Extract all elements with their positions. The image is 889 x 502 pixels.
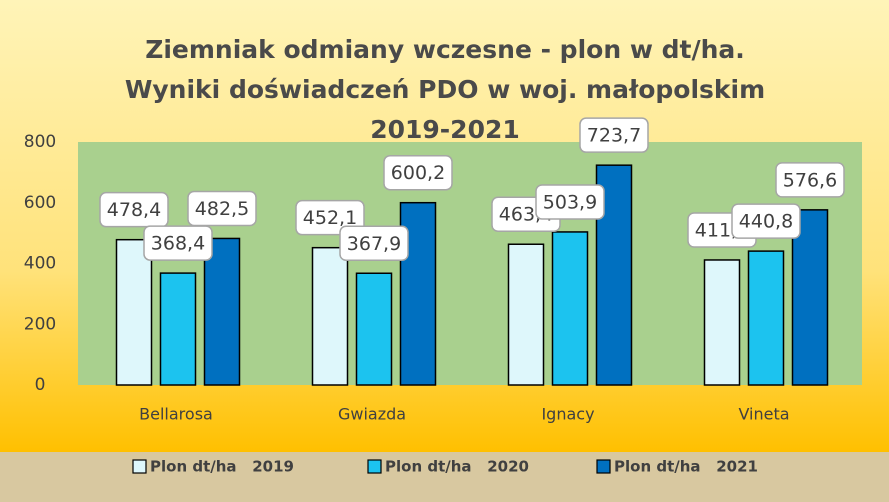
legend-swatch <box>596 459 611 474</box>
legend-label: Plon dt/ha 2020 <box>385 458 529 476</box>
y-tick-label: 0 <box>35 375 46 395</box>
data-label-box <box>775 162 845 198</box>
data-label: 368,4 <box>151 233 205 255</box>
bar <box>595 164 633 386</box>
y-tick-label: 200 <box>24 314 56 334</box>
y-tick-label: 800 <box>24 132 56 152</box>
bar <box>747 250 785 386</box>
y-tick-label: 400 <box>24 254 56 274</box>
x-tick-label: Ignacy <box>541 405 594 424</box>
data-label: 600,2 <box>391 162 445 184</box>
x-tick-label: Bellarosa <box>139 405 213 424</box>
chart-title: Ziemniak odmiany wczesne - plon w dt/ha.… <box>124 35 766 144</box>
y-tick-label: 600 <box>24 193 56 213</box>
data-label-box <box>187 190 257 227</box>
legend-swatch <box>367 459 382 474</box>
data-label-box <box>99 191 169 228</box>
bar <box>551 231 589 386</box>
legend-label: Plon dt/ha 2021 <box>614 458 758 476</box>
data-label: 440,8 <box>739 211 793 233</box>
data-label: 482,5 <box>195 198 249 220</box>
data-label-box <box>143 225 213 261</box>
bar <box>159 272 197 386</box>
legend-swatch <box>132 459 147 474</box>
x-tick-label: Gwiazda <box>338 405 406 424</box>
data-label-box <box>535 184 605 220</box>
x-tick-label: Vineta <box>738 405 789 424</box>
bar <box>115 238 153 386</box>
legend-label: Plon dt/ha 2019 <box>150 458 294 476</box>
bar <box>203 237 241 386</box>
data-label: 478,4 <box>107 199 161 221</box>
bar <box>355 272 393 386</box>
data-label: 367,9 <box>347 233 401 255</box>
data-label-box <box>383 154 453 191</box>
data-label-box <box>731 203 801 239</box>
data-label-box <box>579 117 649 153</box>
data-label: 576,6 <box>783 169 837 191</box>
data-label: 452,1 <box>303 207 357 229</box>
bar <box>507 243 545 386</box>
bar <box>311 246 349 386</box>
data-label-box <box>339 225 409 262</box>
bar <box>791 209 829 386</box>
bar <box>703 259 741 386</box>
data-label: 503,9 <box>543 191 597 213</box>
data-label: 723,7 <box>587 125 641 147</box>
legend-strip <box>0 452 889 502</box>
